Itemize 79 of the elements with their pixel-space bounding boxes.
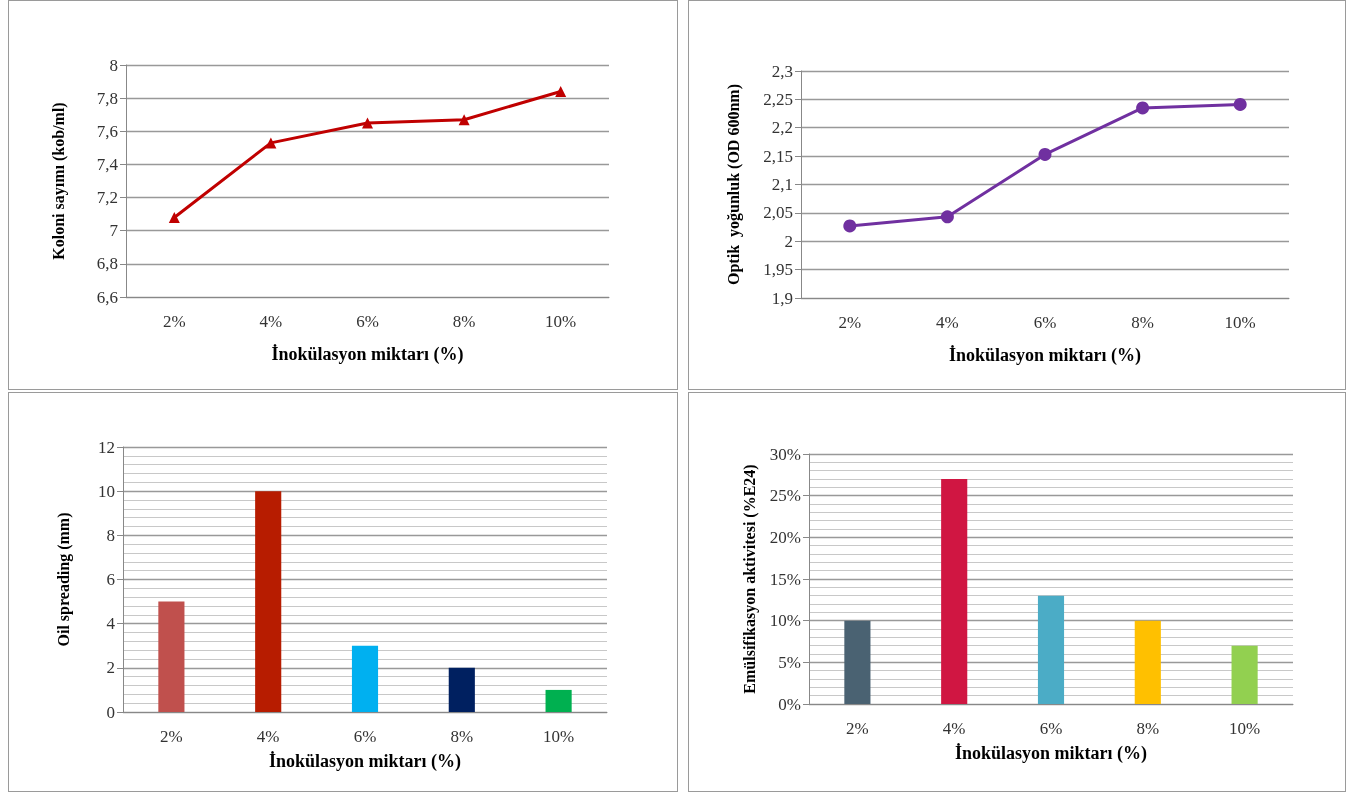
x-tick-label: 6% bbox=[1039, 719, 1063, 738]
point bbox=[1233, 97, 1247, 111]
y-tick-label: 2,2 bbox=[771, 118, 793, 138]
x-tick-label: 6% bbox=[1033, 313, 1057, 332]
y-tick-label: 6,6 bbox=[96, 287, 118, 307]
x-tick-label: 2% bbox=[160, 727, 183, 746]
y-tick-label: 7 bbox=[109, 221, 119, 241]
y-tick-label: 0% bbox=[778, 694, 801, 714]
y-tick-label: 2 bbox=[784, 231, 793, 251]
y-tick-label: 10 bbox=[98, 481, 115, 501]
y-tick-label: 6 bbox=[106, 570, 115, 589]
point bbox=[458, 114, 470, 126]
bar bbox=[1134, 620, 1161, 704]
point bbox=[940, 210, 954, 224]
point bbox=[1038, 147, 1052, 161]
y-tick-label: 2,1 bbox=[771, 175, 793, 194]
y-tick-label: 7,6 bbox=[96, 121, 118, 141]
bar bbox=[941, 479, 968, 704]
point bbox=[555, 86, 567, 98]
y-tick-label: 7,8 bbox=[96, 88, 118, 108]
x-tick-label: 2% bbox=[846, 719, 869, 738]
bar bbox=[448, 667, 475, 712]
x-axis-title: İnokülasyon miktarı (%) bbox=[271, 344, 464, 365]
x-tick-label: 4% bbox=[942, 719, 966, 738]
y-tick-label: 8 bbox=[109, 55, 118, 75]
x-tick-label: 10% bbox=[545, 312, 577, 331]
y-tick-label: 8 bbox=[106, 525, 115, 545]
y-tick-label: 2,15 bbox=[763, 146, 793, 166]
x-axis-title: İnokülasyon miktarı (%) bbox=[948, 345, 1142, 366]
y-axis-title: Emülsifikasyon aktivitesi (%E24) bbox=[740, 464, 759, 694]
y-tick-label: 1,95 bbox=[763, 260, 793, 280]
bar bbox=[158, 601, 185, 712]
y-tick-label: 25% bbox=[769, 486, 801, 506]
y-tick-label: 7,2 bbox=[96, 188, 118, 208]
y-tick-label: 5% bbox=[778, 652, 801, 672]
y-tick-label: 12 bbox=[98, 437, 115, 457]
y-tick-label: 2,3 bbox=[771, 61, 793, 81]
y-tick-label: 0 bbox=[106, 702, 115, 722]
y-tick-label: 7,4 bbox=[96, 154, 119, 174]
x-tick-label: 8% bbox=[1136, 719, 1160, 738]
x-tick-label: 8% bbox=[1131, 313, 1154, 332]
y-tick-label: 2,05 bbox=[763, 203, 793, 223]
y-tick-label: 6,8 bbox=[96, 254, 118, 274]
x-tick-label: 10% bbox=[543, 727, 575, 746]
y-tick-label: 15% bbox=[769, 569, 801, 589]
x-axis-title: İnokülasyon miktarı (%) bbox=[954, 743, 1148, 764]
x-tick-label: 10% bbox=[1229, 719, 1261, 738]
y-axis-title: Optik yoğunluk (OD 600nm) bbox=[724, 84, 743, 285]
x-tick-label: 8% bbox=[450, 727, 474, 746]
bar bbox=[1231, 645, 1258, 704]
point bbox=[362, 117, 373, 129]
point bbox=[1136, 101, 1150, 115]
bar bbox=[1037, 595, 1065, 704]
x-tick-label: 6% bbox=[356, 312, 379, 331]
bar bbox=[255, 491, 282, 712]
y-tick-label: 2,25 bbox=[763, 89, 793, 109]
bar bbox=[844, 620, 871, 704]
point bbox=[168, 211, 180, 223]
x-tick-label: 4% bbox=[936, 313, 959, 332]
x-tick-label: 10% bbox=[1224, 313, 1256, 332]
y-tick-label: 4 bbox=[106, 614, 116, 634]
x-axis-title: İnokülasyon miktarı (%) bbox=[268, 751, 462, 772]
bar bbox=[351, 645, 379, 712]
y-tick-label: 2 bbox=[106, 658, 115, 678]
x-tick-label: 6% bbox=[353, 727, 377, 746]
y-tick-label: 30% bbox=[769, 444, 801, 464]
x-tick-label: 4% bbox=[256, 727, 280, 746]
point bbox=[843, 219, 857, 233]
y-tick-label: 1,9 bbox=[771, 288, 793, 308]
y-tick-label: 10% bbox=[769, 611, 801, 631]
point bbox=[265, 137, 277, 149]
x-tick-label: 2% bbox=[162, 312, 186, 331]
y-axis-title: Koloni sayımı (kob/ml) bbox=[49, 102, 68, 260]
x-tick-label: 8% bbox=[452, 312, 476, 331]
y-tick-label: 20% bbox=[769, 527, 801, 547]
x-tick-label: 2% bbox=[838, 313, 862, 332]
bar bbox=[545, 689, 572, 712]
y-axis-title: Oil spreading (mm) bbox=[54, 512, 73, 647]
x-tick-label: 4% bbox=[259, 312, 283, 331]
